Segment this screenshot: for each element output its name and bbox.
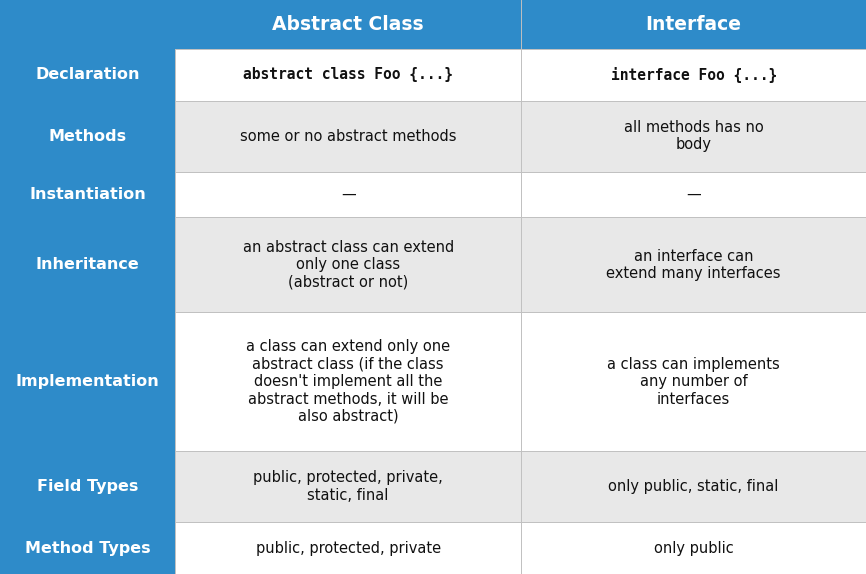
Bar xyxy=(175,172,521,218)
Bar xyxy=(521,522,866,574)
Text: a class can extend only one
abstract class (if the class
doesn't implement all t: a class can extend only one abstract cla… xyxy=(246,339,450,424)
Bar xyxy=(175,218,521,312)
Text: abstract class Foo {...}: abstract class Foo {...} xyxy=(243,67,453,82)
Text: Implementation: Implementation xyxy=(16,374,159,389)
Bar xyxy=(521,49,866,100)
Text: —: — xyxy=(686,187,701,202)
Text: a class can implements
any number of
interfaces: a class can implements any number of int… xyxy=(607,356,780,406)
Text: interface Foo {...}: interface Foo {...} xyxy=(611,67,777,83)
Text: public, protected, private,
static, final: public, protected, private, static, fina… xyxy=(253,470,443,503)
Bar xyxy=(521,172,866,218)
Bar xyxy=(521,451,866,522)
Bar xyxy=(0,100,175,172)
Bar xyxy=(175,312,521,451)
Text: an abstract class can extend
only one class
(abstract or not): an abstract class can extend only one cl… xyxy=(242,240,454,290)
Bar xyxy=(0,451,175,522)
Text: Instantiation: Instantiation xyxy=(29,187,145,202)
Bar xyxy=(0,522,175,574)
Bar xyxy=(521,100,866,172)
Text: some or no abstract methods: some or no abstract methods xyxy=(240,129,456,144)
Text: Abstract Class: Abstract Class xyxy=(272,15,424,34)
Text: Interface: Interface xyxy=(646,15,741,34)
Bar xyxy=(0,0,866,49)
Text: Method Types: Method Types xyxy=(24,541,151,556)
Bar xyxy=(175,451,521,522)
Bar xyxy=(175,100,521,172)
Bar xyxy=(0,172,175,218)
Text: Methods: Methods xyxy=(48,129,126,144)
Bar xyxy=(175,522,521,574)
Text: only public: only public xyxy=(654,541,734,556)
Text: Declaration: Declaration xyxy=(36,67,139,82)
Text: Inheritance: Inheritance xyxy=(36,257,139,272)
Bar xyxy=(521,218,866,312)
Bar xyxy=(521,312,866,451)
Text: —: — xyxy=(340,187,356,202)
Text: an interface can
extend many interfaces: an interface can extend many interfaces xyxy=(606,249,781,281)
Bar xyxy=(0,218,175,312)
Text: public, protected, private: public, protected, private xyxy=(255,541,441,556)
Bar xyxy=(0,312,175,451)
Text: only public, static, final: only public, static, final xyxy=(609,479,779,494)
Bar xyxy=(0,49,175,100)
Text: Field Types: Field Types xyxy=(36,479,139,494)
Bar xyxy=(175,49,521,100)
Text: all methods has no
body: all methods has no body xyxy=(624,120,764,152)
